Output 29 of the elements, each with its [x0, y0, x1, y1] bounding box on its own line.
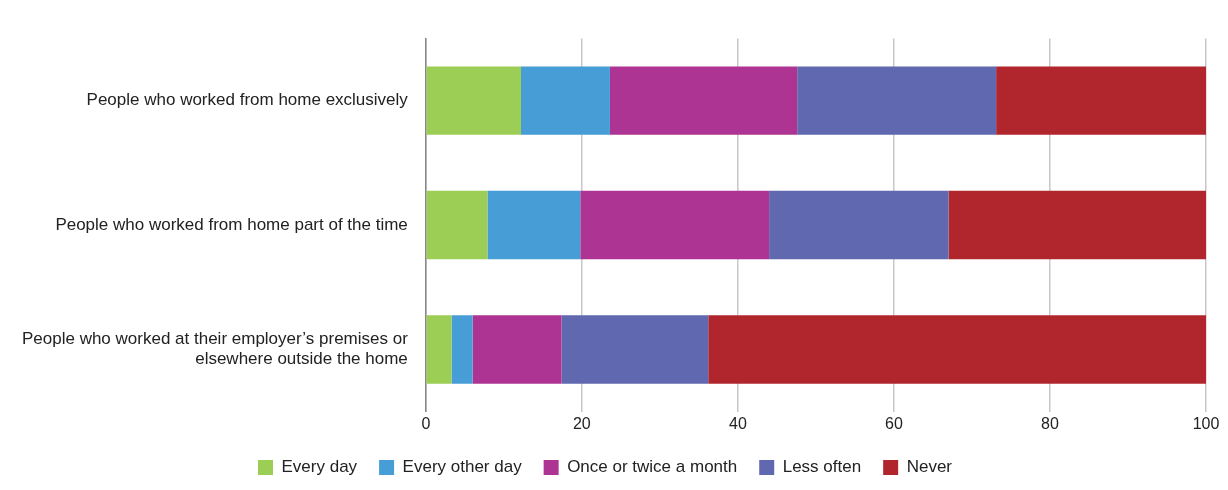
bar — [996, 66, 1206, 135]
bar — [797, 66, 997, 135]
legend-label: Every day — [281, 457, 358, 477]
y-tick-label: People who worked from home exclusively — [86, 90, 409, 110]
bar — [561, 315, 709, 384]
bar — [487, 190, 581, 260]
legend-label: Once or twice a month — [567, 457, 738, 477]
x-tick-label: 20 — [572, 414, 591, 432]
bar — [769, 190, 949, 260]
bar — [426, 190, 488, 260]
bar — [948, 190, 1206, 260]
y-tick-label: People who worked from home part of the time — [55, 214, 408, 234]
bar — [426, 66, 522, 135]
bar — [708, 315, 1206, 384]
legend-label: Every other day — [402, 457, 523, 477]
bar — [521, 66, 610, 135]
x-tick-label: 40 — [729, 414, 747, 432]
y-tick-label: People who worked at their employer’s premises or elsewhere outside the home — [21, 329, 409, 369]
bar — [580, 190, 770, 260]
bar — [609, 66, 798, 135]
x-tick-label: 60 — [885, 414, 903, 432]
x-tick-label: 100 — [1192, 414, 1220, 432]
bar — [451, 315, 473, 384]
bar — [426, 315, 452, 384]
x-tick-label: 0 — [421, 414, 431, 432]
legend-label: Never — [906, 457, 953, 477]
bar — [472, 315, 562, 384]
legend-label: Less often — [782, 457, 862, 477]
x-tick-label: 80 — [1041, 414, 1059, 432]
